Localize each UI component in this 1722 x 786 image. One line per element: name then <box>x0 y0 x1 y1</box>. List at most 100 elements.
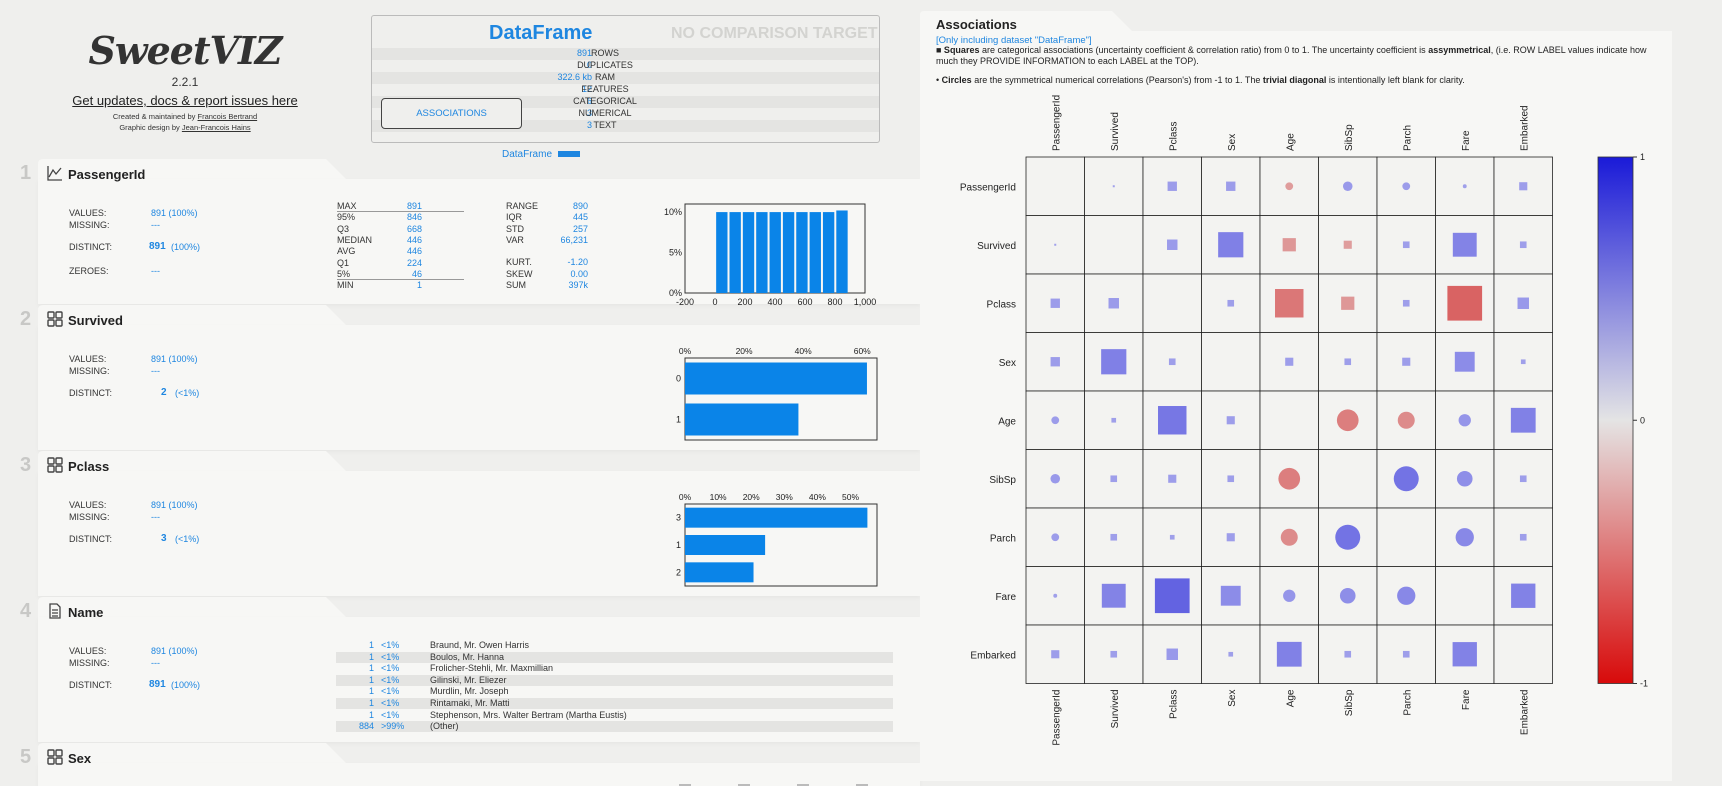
association-square <box>1447 285 1483 321</box>
association-heatmap: PassengerId PassengerId PassengerId Survive… <box>960 95 1648 746</box>
association-square <box>1167 181 1177 191</box>
stat-value: 891 (100%) <box>151 646 198 656</box>
desc-circles-prefix: • <box>936 75 942 85</box>
top-value-row: 1 <1% Frolicher-Stehli, Mr. Maxmillian <box>336 663 893 674</box>
top-value-name: Braund, Mr. Owen Harris <box>430 640 530 650</box>
top-value-name: Rintamaki, Mr. Matti <box>430 698 510 708</box>
col-label-bottom: Parch <box>1402 690 1413 716</box>
association-square <box>1050 357 1060 367</box>
summary-key: RAM <box>595 72 615 82</box>
y-tick-label: 10% <box>664 207 682 217</box>
row-label: Pclass <box>987 299 1016 310</box>
association-square <box>1510 407 1536 433</box>
quantile-key: MAX <box>337 201 357 211</box>
dataframe-legend: DataFrame <box>502 149 581 160</box>
col-label-bottom: SibSp <box>1344 689 1355 716</box>
stat-label: VALUES: <box>69 208 107 218</box>
quantile-row: MEDIAN 446 <box>337 235 464 246</box>
summary-row: 322.6 kb RAM <box>372 72 879 84</box>
col-label-bottom: Pclass <box>1168 690 1179 719</box>
stat-label: MISSING: <box>69 658 110 668</box>
correlation-circle <box>1280 528 1298 546</box>
feature-tab <box>38 305 348 327</box>
row-label: Parch <box>990 533 1016 544</box>
sex-chart-axis <box>679 784 868 786</box>
top-value-count: 884 <box>358 721 374 732</box>
category-label: 1 <box>676 540 681 550</box>
histogram-bar <box>796 212 808 293</box>
association-square <box>1275 289 1304 318</box>
summary-row: 0 DUPLICATES <box>372 60 879 72</box>
quantile-key: Q3 <box>337 223 350 234</box>
no-comparison-label: NO COMPARISON TARGET <box>671 25 878 42</box>
x-tick-label: 40% <box>809 492 826 502</box>
correlation-circle <box>1397 411 1415 429</box>
feature-tab <box>38 743 348 765</box>
category-label: 0 <box>676 374 681 384</box>
stats-value: 445 <box>572 212 588 223</box>
x-tick-label: -200 <box>676 297 694 307</box>
summary-value: 322.6 kb <box>557 72 592 82</box>
summary-key: NUMERICAL <box>578 108 632 118</box>
summary-row: 891 ROWS <box>372 48 879 60</box>
stat-value: --- <box>151 658 160 668</box>
stat-value: 891 <box>149 241 166 252</box>
credit-design-prefix: Graphic design by <box>119 123 180 132</box>
correlation-circle <box>1339 587 1356 604</box>
association-square <box>1341 296 1355 310</box>
row-label: Survived <box>977 241 1016 252</box>
association-square <box>1517 297 1529 309</box>
associations-title: Associations <box>936 17 1017 32</box>
stat-value: --- <box>151 266 160 276</box>
associations-button[interactable]: ASSOCIATIONS <box>381 98 522 129</box>
stats-value: 397k <box>568 279 588 290</box>
association-square <box>1110 475 1118 483</box>
association-square <box>1282 238 1296 252</box>
col-label-top: Sex <box>1227 134 1238 151</box>
col-label-top: SibSp <box>1344 124 1355 151</box>
association-square <box>1228 651 1234 657</box>
quantile-value: 668 <box>406 223 422 234</box>
associations-desc-squares: ■ Squares are categorical associations (… <box>936 45 1656 67</box>
association-square <box>1168 358 1176 366</box>
col-label-bottom: Age <box>1285 689 1296 707</box>
credit-maintained-link[interactable]: Francois Bertrand <box>197 112 258 121</box>
stats-key: SKEW <box>506 268 533 279</box>
stat-value: 891 <box>149 679 166 690</box>
top-value-count: 1 <box>368 709 374 720</box>
document-icon <box>47 603 63 619</box>
stat-value: 891 (100%) <box>151 354 198 364</box>
histogram-bar <box>809 212 821 293</box>
quantile-value: 891 <box>406 201 422 211</box>
credit-design-link[interactable]: Jean-Francois Hains <box>181 123 251 132</box>
summary-value: 6 <box>586 96 592 106</box>
category-bar-chart: 0 1 0% 20% 40% 60% <box>676 346 878 441</box>
top-value-name: Boulos, Mr. Hanna <box>430 651 505 662</box>
association-square <box>1226 181 1236 191</box>
correlation-circle <box>1285 182 1294 191</box>
updates-link[interactable]: Get updates, docs & report issues here <box>72 93 298 108</box>
stat-label: MISSING: <box>69 366 110 376</box>
top-value-name: Murdlin, Mr. Joseph <box>430 686 509 697</box>
stats-row: KURT. -1.20 <box>506 257 588 268</box>
col-label-top: PassengerId <box>1051 95 1062 151</box>
col-label-top: Fare <box>1461 130 1472 151</box>
stat-label: VALUES: <box>69 354 107 364</box>
grid-icon <box>47 311 63 327</box>
stats-row: SUM 397k <box>506 280 588 291</box>
summary-value: 3 <box>586 120 592 130</box>
legend-swatch <box>558 151 581 158</box>
line-chart-icon <box>47 165 63 181</box>
association-square <box>1344 358 1352 366</box>
stat-label: VALUES: <box>69 500 107 510</box>
desc-squares-text: are categorical associations (uncertaint… <box>979 45 1429 55</box>
x-tick-label: 800 <box>827 297 842 307</box>
histogram-bar <box>769 212 781 293</box>
correlation-circle <box>1051 533 1060 542</box>
association-square <box>1276 641 1302 667</box>
category-bar <box>685 403 799 436</box>
stat-label: DISTINCT: <box>69 534 113 544</box>
row-label: Fare <box>995 592 1016 603</box>
x-tick-label: 40% <box>795 346 812 356</box>
